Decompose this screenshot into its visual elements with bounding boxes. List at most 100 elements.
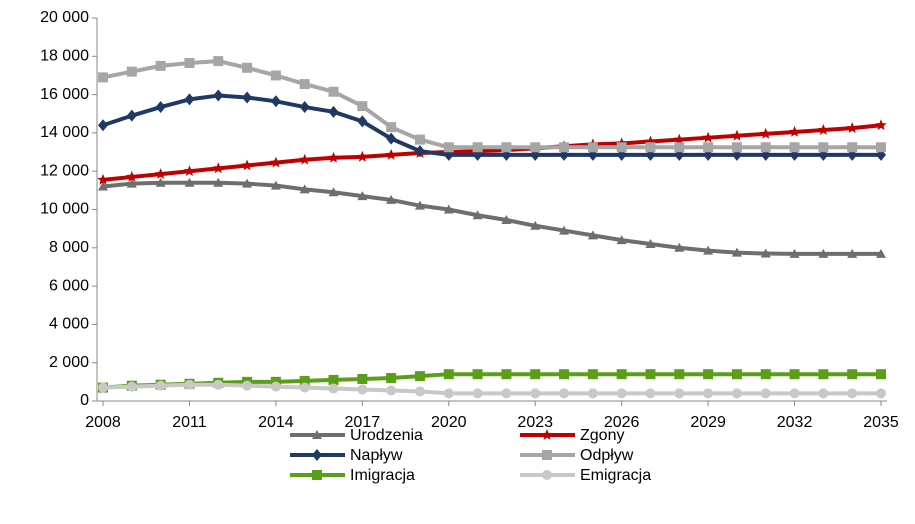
data-point — [414, 386, 425, 397]
legend-label: Emigracja — [580, 467, 651, 484]
legend-label: Imigracja — [350, 467, 415, 484]
data-point — [155, 60, 166, 71]
x-tick-label: 2029 — [690, 414, 726, 431]
data-point — [386, 122, 397, 133]
data-point — [788, 125, 801, 137]
y-tick-label: 14 000 — [40, 124, 89, 141]
data-point — [731, 388, 742, 399]
data-point — [530, 142, 541, 153]
data-point — [673, 133, 685, 145]
data-point — [501, 215, 512, 225]
data-point — [472, 142, 483, 153]
data-point — [386, 373, 397, 384]
data-point — [703, 388, 714, 399]
data-point — [530, 369, 541, 380]
data-point — [270, 180, 281, 190]
data-point — [616, 142, 627, 153]
legend-marker — [312, 470, 322, 480]
legend-label: Odpływ — [580, 447, 634, 464]
data-point — [213, 89, 224, 102]
data-point — [270, 95, 281, 108]
data-point — [876, 388, 886, 399]
legend-label: Zgony — [580, 427, 624, 444]
data-point — [270, 156, 282, 168]
data-point — [645, 142, 656, 153]
y-tick-label: 0 — [80, 392, 89, 409]
data-point — [760, 142, 771, 153]
data-point — [356, 150, 368, 162]
data-point — [587, 388, 598, 399]
data-point — [414, 371, 425, 382]
series-line — [102, 123, 882, 182]
x-tick-label: 2032 — [777, 414, 813, 431]
data-point — [846, 122, 858, 133]
data-point — [328, 105, 339, 118]
data-point — [559, 142, 570, 153]
data-point — [328, 187, 339, 197]
data-point — [847, 142, 858, 153]
data-point — [98, 181, 108, 191]
data-point — [731, 142, 742, 153]
data-point — [212, 162, 224, 174]
data-point — [847, 369, 858, 380]
data-point — [414, 134, 425, 145]
data-point — [530, 220, 541, 230]
data-point — [443, 204, 454, 214]
data-point — [213, 56, 224, 67]
data-point — [213, 177, 224, 187]
data-point — [731, 247, 742, 257]
legend-marker — [312, 430, 322, 439]
series-line — [102, 382, 881, 396]
data-point — [847, 388, 858, 399]
data-point — [559, 225, 570, 235]
series-line — [102, 180, 881, 256]
data-point — [847, 248, 858, 258]
data-point — [645, 238, 656, 248]
data-point — [587, 369, 598, 380]
data-point — [760, 127, 772, 139]
data-point — [559, 369, 570, 380]
x-tick-label: 2008 — [85, 414, 121, 431]
data-point — [386, 194, 397, 204]
x-tick-label: 2017 — [345, 414, 381, 431]
data-point — [731, 129, 743, 141]
legend-marker — [541, 429, 553, 440]
data-point — [443, 369, 454, 380]
data-point — [328, 86, 339, 97]
data-point — [818, 388, 829, 399]
data-point — [270, 381, 281, 392]
data-point — [875, 119, 887, 131]
data-point — [154, 168, 167, 179]
y-tick-label: 10 000 — [40, 201, 89, 218]
data-point — [98, 119, 108, 132]
data-point — [126, 66, 137, 77]
x-tick-label: 2035 — [863, 414, 899, 431]
data-point — [501, 369, 512, 380]
y-tick-label: 18 000 — [40, 48, 89, 65]
data-point — [674, 388, 685, 399]
data-point — [386, 385, 397, 396]
data-point — [357, 373, 368, 384]
data-point — [299, 79, 310, 90]
data-point — [789, 369, 800, 380]
data-point — [616, 235, 627, 245]
data-point — [299, 153, 311, 165]
x-tick-label: 2011 — [172, 414, 207, 431]
legend-marker — [542, 470, 552, 480]
data-point — [817, 124, 830, 135]
data-point — [242, 62, 253, 73]
data-point — [702, 131, 714, 143]
data-point — [731, 369, 742, 380]
data-point — [760, 248, 771, 258]
data-point — [299, 382, 310, 393]
data-point — [818, 248, 829, 258]
data-point — [184, 58, 195, 69]
data-point — [213, 379, 224, 390]
data-point — [385, 148, 397, 160]
series-line — [102, 93, 881, 157]
data-point — [328, 383, 339, 394]
data-point — [703, 142, 714, 153]
data-point — [299, 375, 310, 386]
data-point — [357, 384, 368, 395]
